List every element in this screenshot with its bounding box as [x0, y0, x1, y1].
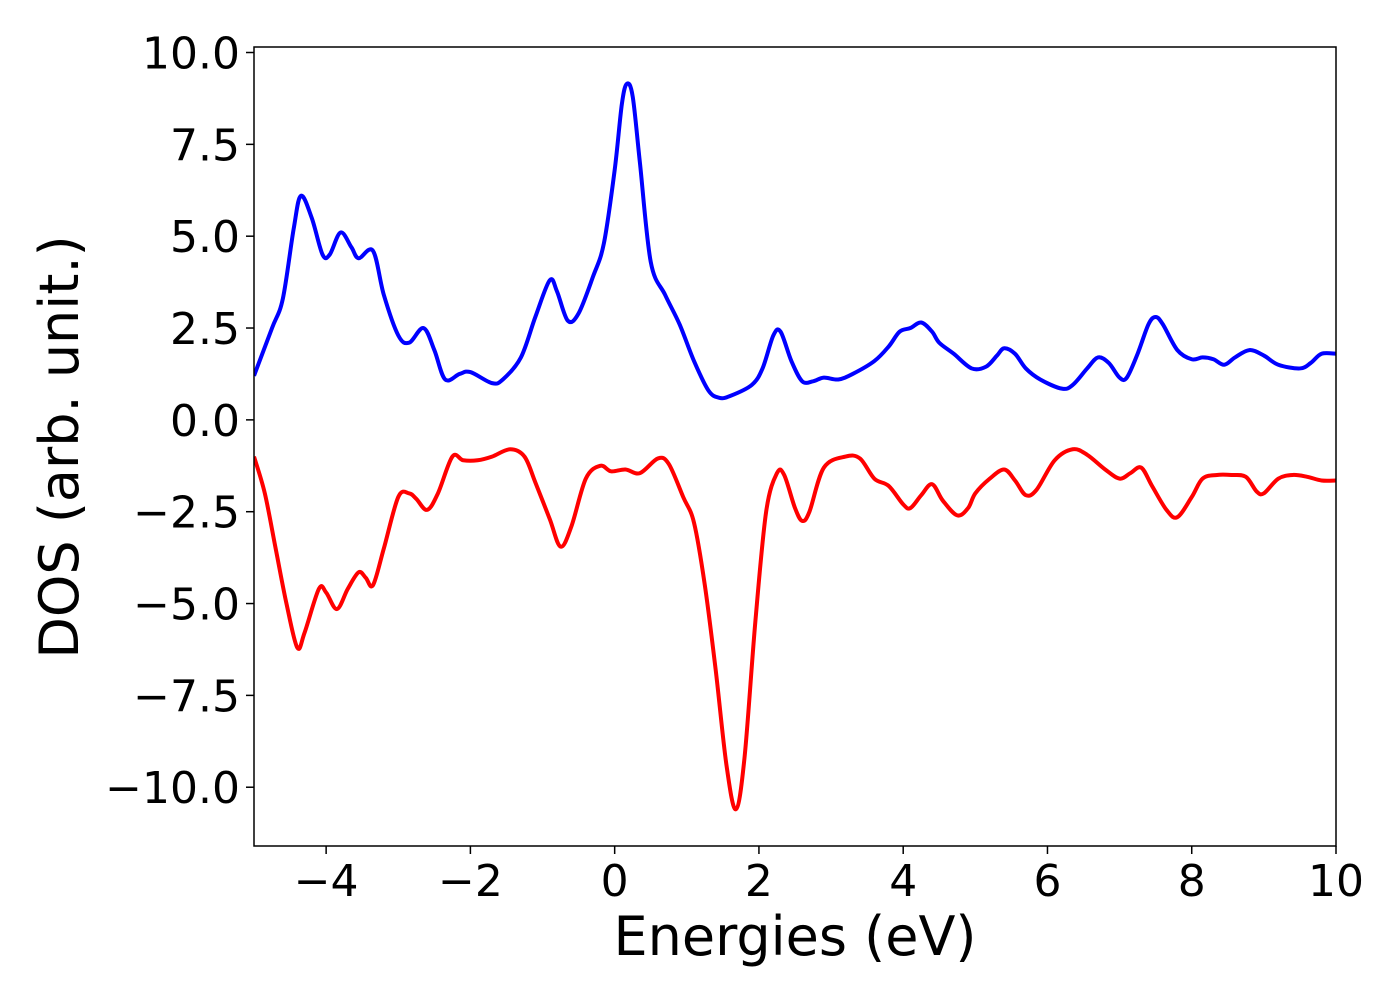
y-tick-label: 7.5: [170, 120, 240, 171]
x-axis-label: Energies (eV): [614, 905, 977, 968]
y-tick-label: −7.5: [133, 671, 240, 722]
plot-frame: [253, 46, 1337, 847]
x-tick-label: 2: [745, 856, 773, 907]
y-tick-label: −10.0: [105, 763, 240, 814]
y-tick-label: 2.5: [170, 304, 240, 355]
y-tick-label: 0.0: [170, 396, 240, 447]
x-tick-label: −4: [294, 856, 359, 907]
x-tick-label: 8: [1178, 856, 1206, 907]
x-tick-label: 10: [1308, 856, 1364, 907]
y-axis-label: DOS (arb. unit.): [28, 235, 91, 658]
y-tick-label: 10.0: [142, 29, 240, 80]
x-tick-label: 0: [601, 856, 629, 907]
y-tick-label: −2.5: [133, 488, 240, 539]
x-tick-label: −2: [438, 856, 503, 907]
y-tick-label: −5.0: [133, 580, 240, 631]
x-tick-label: 6: [1033, 856, 1061, 907]
line-series: [254, 447, 1336, 812]
x-tick-label: 4: [889, 856, 917, 907]
line-series: [254, 81, 1336, 401]
y-tick-label: 5.0: [170, 212, 240, 263]
